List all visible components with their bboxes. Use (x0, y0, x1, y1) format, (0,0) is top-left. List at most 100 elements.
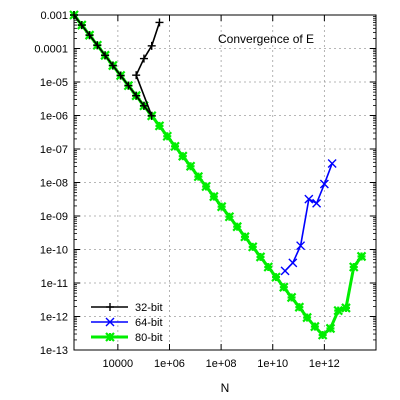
data-point (193, 171, 204, 182)
data-point (162, 131, 173, 142)
axis-ticks: 10000 1e+06 1e+08 1e+10 1e+12 1e-13 1e-12 1e-11… (34, 10, 376, 370)
y-tick-label: 1e-06 (40, 111, 68, 123)
data-point (132, 71, 141, 80)
series-line (72, 14, 363, 337)
data-point (288, 258, 298, 268)
legend: 32-bit 64-bit 80-bit (91, 302, 163, 344)
marker-stroke (286, 292, 297, 303)
series-80-bit (69, 10, 367, 340)
y-tick-label: 0.0001 (34, 44, 68, 56)
marker-stroke (240, 231, 250, 242)
data-point (185, 161, 196, 172)
marker-stroke (341, 303, 351, 313)
legend-label: 32-bit (135, 302, 163, 314)
y-tick-label: 1e-10 (40, 245, 68, 257)
marker-stroke (319, 179, 329, 189)
data-point (93, 41, 102, 50)
marker-stroke (263, 262, 274, 272)
marker-stroke (288, 258, 298, 268)
y-tick-label: 1e-05 (40, 77, 68, 89)
marker-stroke (232, 221, 242, 232)
y-tick-label: 1e-11 (41, 278, 68, 290)
y-tick-label: 1e-12 (40, 312, 68, 324)
marker-stroke (209, 191, 219, 202)
x-tick-label: 1e+10 (257, 358, 288, 370)
data-point (105, 332, 115, 342)
marker-stroke (255, 252, 266, 262)
x-tick-label: 1e+12 (309, 358, 340, 370)
data-point (154, 121, 165, 131)
data-point (170, 141, 180, 152)
series-32-bit (70, 11, 164, 120)
data-point (85, 31, 94, 40)
y-tick-label: 1e-13 (40, 345, 68, 357)
marker-stroke (271, 272, 281, 282)
data-point (132, 91, 141, 100)
data-point (333, 305, 343, 316)
marker-stroke (333, 305, 343, 316)
marker-stroke (302, 312, 312, 323)
data-point (77, 21, 86, 30)
data-point (317, 330, 328, 340)
x-tick-label: 1e+08 (206, 358, 237, 370)
legend-label: 64-bit (135, 317, 163, 329)
data-point (279, 282, 289, 292)
y-tick-label: 1e-08 (40, 178, 68, 190)
data-point (139, 101, 148, 110)
marker-stroke (185, 161, 196, 172)
legend-item: 80-bit (91, 332, 163, 344)
marker-stroke (154, 121, 165, 131)
data-point (124, 81, 133, 90)
data-point (101, 51, 110, 60)
legend-label: 80-bit (135, 332, 163, 344)
legend-item: 64-bit (91, 317, 163, 329)
data-point (155, 18, 164, 27)
data-point (116, 71, 125, 80)
marker-stroke (170, 141, 180, 152)
data-point (356, 251, 367, 262)
marker-stroke (296, 241, 306, 251)
data-point (247, 242, 258, 252)
data-point (319, 179, 329, 189)
marker-stroke (279, 282, 289, 292)
marker-stroke (105, 332, 115, 342)
data-point (255, 252, 266, 262)
legend-item: 32-bit (91, 302, 163, 314)
marker-stroke (280, 266, 290, 276)
series-64-bit (280, 158, 337, 276)
data-point (286, 292, 297, 303)
plot-series (69, 10, 367, 340)
data-point (147, 111, 156, 120)
data-point (201, 181, 211, 192)
y-tick-label: 0.001 (40, 10, 68, 22)
marker-stroke (216, 201, 227, 212)
data-point (296, 241, 306, 251)
data-point (232, 221, 242, 232)
marker-stroke (356, 251, 367, 262)
marker-stroke (325, 323, 336, 334)
marker-stroke (327, 158, 337, 168)
marker-stroke (304, 194, 314, 204)
data-point (294, 302, 305, 312)
data-point (178, 151, 188, 161)
data-point (106, 303, 114, 311)
data-point (341, 303, 351, 313)
marker-stroke (310, 321, 320, 332)
grid (74, 15, 376, 350)
data-point (348, 262, 359, 272)
series-line (284, 163, 333, 272)
data-point (327, 158, 337, 168)
y-tick-label: 1e-09 (40, 211, 68, 223)
marker-stroke (105, 317, 115, 327)
x-tick-label: 10000 (103, 358, 134, 370)
data-point (240, 231, 250, 242)
data-point (310, 321, 320, 332)
chart-title: Convergence of E (218, 32, 314, 46)
data-point (325, 323, 336, 334)
data-point (224, 211, 235, 222)
marker-stroke (348, 262, 359, 272)
data-point (216, 201, 227, 212)
data-point (263, 262, 274, 272)
marker-stroke (247, 242, 258, 252)
marker-stroke (201, 181, 211, 192)
